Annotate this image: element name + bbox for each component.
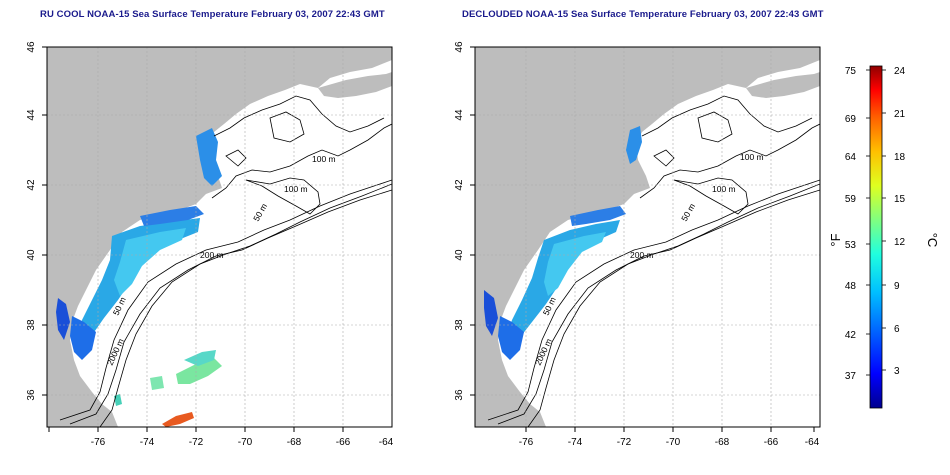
c-tick-label: 24 [894,66,906,77]
grid-lines [47,47,392,427]
right-map-title: DECLOUDED NOAA-15 Sea Surface Temperatur… [462,9,824,20]
c-tick-label: 12 [894,237,906,248]
y-axis-labels: 46 44 42 40 38 36 [26,41,37,401]
sst-data-patches [56,128,222,427]
axis-ticks [42,46,344,432]
contour-label-100m-b: 100 m [712,184,736,194]
y-tick-label: 40 [454,249,465,261]
y-tick-label: 40 [26,249,37,261]
x-tick-label: -70 [666,437,681,448]
c-tick-label: 21 [894,109,906,120]
x-tick-label: -76 [91,437,106,448]
declouded-sst-map: 100 m 100 m 50 m 200 m 50 m 2000 m -76 -… [454,41,821,448]
c-tick-label: 9 [894,281,900,292]
y-tick-label: 38 [454,319,465,331]
c-tick-label: 18 [894,152,906,163]
x-tick-label: -66 [764,437,779,448]
f-tick-label: 69 [845,114,857,125]
x-tick-label: -64 [379,437,394,448]
f-tick-label: 64 [845,152,857,163]
f-tick-label: 75 [845,66,857,77]
colorbar-gradient [869,65,883,409]
bathymetry-contours [487,95,820,427]
y-tick-label: 36 [454,389,465,401]
raw-sst-map: 100 m 100 m 50 m 200 m 50 m 2000 m -76 -… [26,41,394,448]
coastline-land [475,47,820,427]
contour-label-200m: 200 m [630,250,654,260]
x-tick-label: -70 [238,437,253,448]
coastline-land [47,47,392,427]
y-tick-label: 42 [26,179,37,191]
f-tick-label: 48 [845,281,857,292]
celsius-ticks: 24 21 18 15 12 9 6 3 [894,66,906,377]
bathymetry-contours [59,95,392,427]
f-tick-label: 37 [845,371,857,382]
celsius-unit-label: °C [925,233,940,248]
contour-label-100m-a: 100 m [740,152,764,162]
temperature-colorbar: 75 69 64 59 53 48 42 37 24 21 18 15 12 9… [828,65,940,409]
x-tick-label: -72 [189,437,204,448]
y-tick-label: 44 [454,109,465,121]
grid-lines [475,47,820,427]
sst-data-patches [484,126,642,360]
x-tick-label: -68 [715,437,730,448]
x-tick-label: -74 [568,437,583,448]
y-tick-label: 44 [26,109,37,121]
y-tick-label: 46 [26,41,37,53]
y-tick-label: 36 [26,389,37,401]
f-tick-label: 53 [845,240,857,251]
fahrenheit-unit-label: °F [828,233,843,246]
c-tick-label: 6 [894,324,900,335]
left-map-title: RU COOL NOAA-15 Sea Surface Temperature … [40,9,385,20]
contour-label-100m-a: 100 m [312,154,336,164]
contour-label-100m-b: 100 m [284,184,308,194]
f-tick-label: 59 [845,194,857,205]
x-axis-labels: -76 -74 -72 -70 -68 -66 -64 [91,437,394,448]
x-tick-label: -76 [519,437,534,448]
f-tick-label: 42 [845,330,857,341]
x-tick-label: -68 [287,437,302,448]
y-tick-label: 46 [454,41,465,53]
c-tick-label: 3 [894,366,900,377]
y-tick-label: 38 [26,319,37,331]
x-tick-label: -66 [336,437,351,448]
y-tick-label: 42 [454,179,465,191]
axis-ticks [470,46,815,432]
fahrenheit-ticks: 75 69 64 59 53 48 42 37 [845,66,857,382]
x-tick-label: -72 [617,437,632,448]
x-tick-label: -64 [805,437,820,448]
c-tick-label: 15 [894,194,906,205]
y-axis-labels: 46 44 42 40 38 36 [454,41,465,401]
x-axis-labels: -76 -74 -72 -70 -68 -66 -64 [519,437,820,448]
x-tick-label: -74 [140,437,155,448]
